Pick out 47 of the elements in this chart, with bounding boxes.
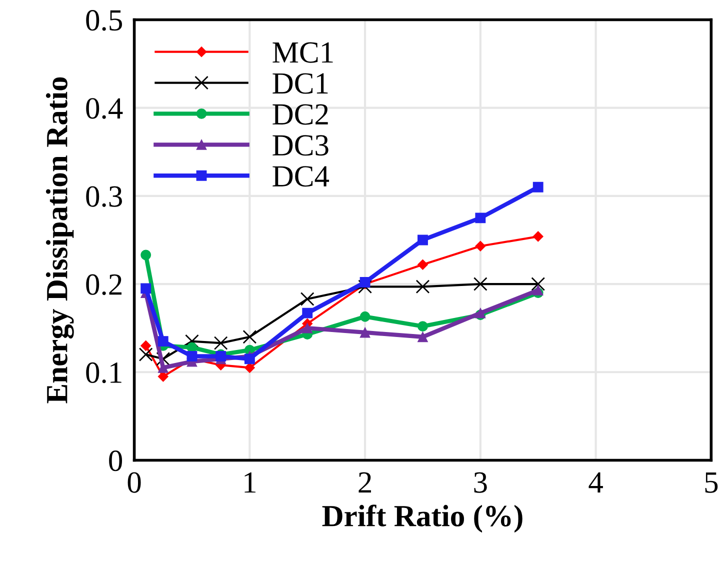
point <box>302 322 313 334</box>
point <box>140 283 152 294</box>
y-tick-label: 0 <box>109 450 122 472</box>
point <box>532 182 544 192</box>
point <box>300 292 314 306</box>
point <box>185 334 199 348</box>
legend-label: DC1 <box>272 73 328 94</box>
x-tick-label: 5 <box>705 472 718 493</box>
x-tick-label: 3 <box>474 472 487 493</box>
point <box>360 311 370 322</box>
point <box>186 351 198 362</box>
point <box>531 277 546 291</box>
point <box>418 332 428 342</box>
y-tick-label: 0.5 <box>86 10 122 31</box>
point <box>242 330 257 344</box>
x-tick-label: 4 <box>588 472 603 493</box>
point <box>140 250 152 260</box>
point <box>473 277 488 291</box>
legend-label: DC4 <box>272 166 330 187</box>
x-tick-label: 0 <box>128 472 141 493</box>
y-tick-label: 0.3 <box>86 186 122 207</box>
point <box>417 259 428 270</box>
point <box>416 280 430 294</box>
point <box>140 340 152 351</box>
point <box>158 336 168 347</box>
point <box>158 371 168 382</box>
point <box>244 354 255 364</box>
legend-label: MC1 <box>272 42 333 63</box>
y-tick-label: 0.1 <box>86 362 122 384</box>
legend-label: DC2 <box>272 104 328 125</box>
point <box>418 234 428 246</box>
point <box>214 336 228 350</box>
point <box>418 321 428 332</box>
point <box>302 308 313 318</box>
x-tick-label: 2 <box>358 472 371 493</box>
point <box>360 327 370 338</box>
x-axis-title: Drift Ratio (%) <box>322 504 522 533</box>
point <box>475 212 486 224</box>
point <box>475 240 486 252</box>
x-tick-label: 1 <box>244 472 256 493</box>
y-tick-label: 0.2 <box>86 274 122 296</box>
point <box>532 231 544 242</box>
point <box>138 348 153 362</box>
y-axis-title: Energy Dissipation Ratio <box>46 77 74 404</box>
legend-label: DC3 <box>272 135 328 156</box>
point <box>532 284 544 296</box>
y-tick-label: 0.4 <box>86 98 123 119</box>
